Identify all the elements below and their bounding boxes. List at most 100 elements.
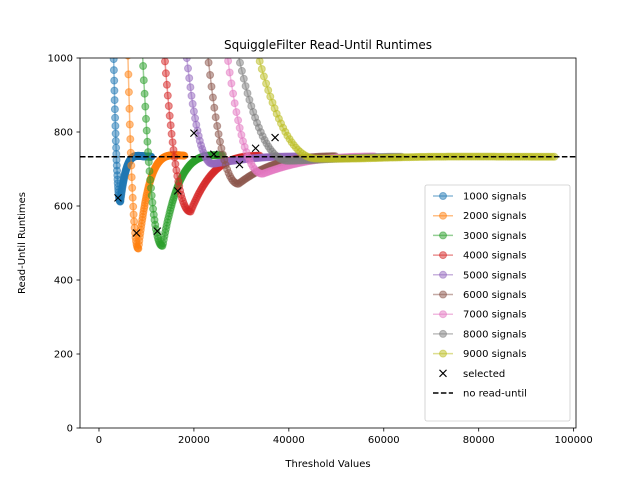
data-point — [139, 76, 148, 85]
data-point — [188, 99, 197, 108]
data-point — [109, 66, 118, 75]
data-point — [225, 68, 234, 77]
legend-swatch-marker — [439, 192, 447, 200]
data-point — [216, 137, 224, 146]
data-point — [127, 173, 136, 182]
data-point — [235, 123, 244, 132]
legend-entry: 5000 signals — [433, 270, 526, 281]
data-point — [166, 121, 175, 130]
data-point — [124, 70, 133, 79]
data-point — [210, 103, 219, 112]
data-point — [148, 198, 157, 207]
selected-marker — [235, 160, 244, 169]
plot-area — [79, 57, 577, 429]
legend-entry: 7000 signals — [433, 310, 526, 321]
legend-label: 1000 signals — [463, 192, 526, 203]
legend-label: 3000 signals — [463, 231, 526, 242]
data-point — [259, 72, 268, 81]
data-point — [169, 146, 178, 154]
data-point — [236, 58, 244, 67]
data-point — [187, 91, 196, 100]
y-tick-label: 800 — [54, 128, 73, 139]
legend-label: 2000 signals — [463, 211, 526, 222]
data-point — [230, 99, 239, 108]
data-point — [224, 58, 233, 65]
legend-swatch-marker — [439, 329, 447, 338]
legend-swatch-marker — [439, 231, 447, 240]
legend: 1000 signals 2000 signals 3000 signals 4000… — [424, 184, 571, 422]
data-point — [139, 62, 148, 70]
x-axis: 0 20000 40000 60000 80000 100000 — [96, 428, 593, 446]
data-point — [213, 122, 222, 130]
data-point — [165, 111, 174, 120]
selected-layer — [114, 129, 279, 237]
data-point — [145, 167, 154, 176]
data-point — [146, 175, 155, 184]
legend-entry: 3000 signals — [433, 231, 526, 242]
data-point — [111, 129, 120, 138]
legend-label: 6000 signals — [463, 290, 526, 301]
y-tick-label: 0 — [67, 424, 73, 435]
data-point — [129, 210, 138, 219]
data-point — [161, 58, 169, 66]
data-point — [229, 89, 238, 98]
data-point — [126, 148, 135, 157]
data-point — [239, 74, 248, 83]
selected-marker — [114, 193, 122, 202]
legend-label: 8000 signals — [463, 329, 526, 340]
data-point — [143, 137, 152, 146]
x-axis-label: Threshold Values — [284, 459, 370, 470]
legend-swatch-x-marker — [439, 369, 447, 378]
data-point — [180, 151, 189, 160]
data-point — [110, 96, 119, 105]
data-point — [206, 71, 215, 79]
selected-marker — [173, 186, 182, 195]
selected-marker — [271, 133, 279, 142]
data-point — [111, 113, 120, 122]
legend-swatch-marker — [439, 211, 447, 220]
legend-label: 9000 signals — [463, 349, 526, 360]
data-point — [147, 184, 155, 192]
data-point — [125, 104, 134, 113]
data-point — [111, 136, 120, 145]
data-point — [186, 83, 195, 92]
data-point — [237, 66, 246, 75]
selected-marker — [132, 229, 141, 237]
data-point — [262, 79, 271, 88]
y-axis: 0 200 400 600 800 1000 — [48, 54, 80, 435]
x-tick-label: 0 — [96, 435, 102, 446]
data-point — [184, 64, 192, 73]
legend-swatch-marker — [439, 251, 447, 260]
data-point — [142, 126, 151, 135]
x-tick-label: 40000 — [273, 435, 305, 446]
data-point — [162, 80, 171, 89]
selected-marker — [251, 144, 260, 153]
legend-label: 7000 signals — [463, 310, 526, 321]
data-point — [142, 114, 150, 123]
data-point — [141, 102, 150, 111]
data-point — [140, 89, 149, 98]
data-point — [110, 76, 119, 85]
legend-label: 5000 signals — [463, 270, 526, 281]
y-tick-label: 400 — [54, 276, 73, 287]
selected-marker — [209, 150, 218, 159]
x-tick-label: 80000 — [463, 435, 495, 446]
data-point — [227, 79, 236, 88]
data-point — [185, 74, 194, 83]
data-point — [111, 121, 120, 130]
data-point — [164, 102, 173, 110]
data-point — [109, 58, 118, 64]
y-tick-label: 600 — [54, 202, 73, 213]
data-point — [129, 202, 138, 211]
legend-swatch-marker — [439, 349, 447, 358]
data-point — [168, 138, 177, 147]
legend-swatch-marker — [439, 270, 447, 279]
data-point — [125, 120, 134, 129]
data-point — [144, 158, 153, 166]
data-point — [241, 82, 250, 91]
legend-entry: 4000 signals — [433, 251, 526, 262]
legend-entry: selected — [439, 369, 505, 380]
data-point — [207, 82, 216, 91]
legend-swatch-marker — [439, 290, 447, 299]
